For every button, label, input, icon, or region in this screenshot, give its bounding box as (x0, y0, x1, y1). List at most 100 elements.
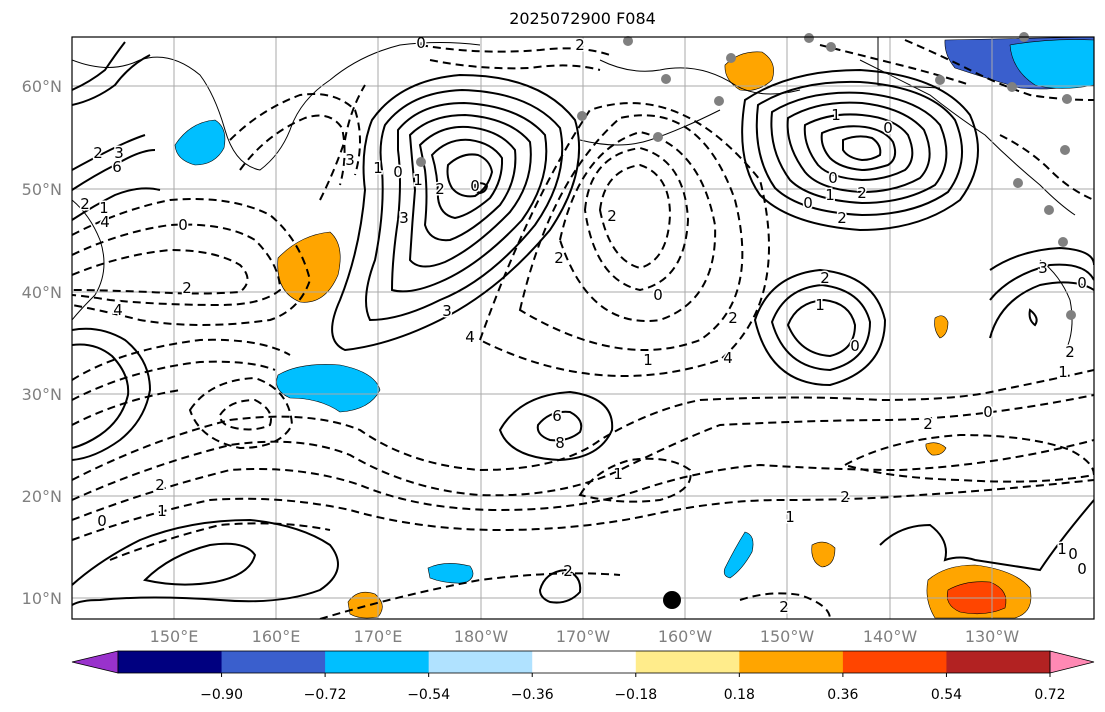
contour-label: 0 (1077, 274, 1087, 292)
colorbar-tick-label: −0.90 (200, 687, 243, 703)
contour-label: 0 (393, 163, 403, 181)
colorbar-extend-high (1049, 650, 1095, 674)
colorbar-tick-label: 0.72 (1034, 687, 1065, 703)
colorbar-tick-label: 0.36 (827, 687, 858, 703)
shading-layer (174, 37, 1094, 619)
colorbar-tick-label: 0.54 (931, 687, 962, 703)
colorbar-bin (118, 651, 223, 673)
lon-label: 170°E (354, 627, 403, 646)
contour-label: 0 (983, 403, 993, 421)
lat-label: 50°N (22, 180, 62, 199)
colorbar-extend-low (71, 650, 119, 674)
contour-label: 0 (1077, 560, 1087, 578)
contour-label: 1 (815, 296, 825, 314)
shade-blue-kamchatka (174, 119, 226, 166)
black-marker (663, 591, 681, 609)
contour-label: 1 (785, 508, 795, 526)
contour-label: 4 (113, 301, 123, 319)
contour-label: 4 (465, 328, 475, 346)
shade-orange-nw (277, 231, 341, 303)
colorbar-bin (221, 651, 326, 673)
lon-label: 160°W (658, 627, 713, 646)
contour-label: 1 (613, 465, 623, 483)
contour-label: 0 (178, 216, 188, 234)
contour-label: 2 (575, 36, 585, 54)
contour-label: 4 (100, 213, 110, 231)
contour-label: 3 (399, 209, 409, 227)
contour-label: 2 (435, 180, 445, 198)
colorbar-bin (946, 651, 1051, 673)
contour-label: 0 (883, 119, 893, 137)
contour-label: 1 (825, 186, 835, 204)
contour-label: 2 (607, 207, 617, 225)
shade-blue-midwest (276, 364, 381, 413)
contour-label: 3 (442, 302, 452, 320)
contour-label: 0 (470, 177, 480, 195)
colorbar-tick-label: −0.18 (614, 687, 657, 703)
contour-label: 3 (1038, 259, 1048, 277)
contour-label: 0 (416, 34, 426, 52)
contour-label: 3 (114, 144, 124, 162)
contour-label: 0 (653, 286, 663, 304)
contour-label: 2 (923, 415, 933, 433)
contour-label: 2 (837, 209, 847, 227)
colorbar-bin (428, 651, 533, 673)
contour-label: 1 (157, 502, 167, 520)
contour-label: 2 (80, 195, 90, 213)
contour-label: 2 (1065, 343, 1075, 361)
contour-label: 1 (831, 106, 841, 124)
shade-blue-south-west (427, 563, 474, 584)
contour-label: 1 (99, 199, 109, 217)
contour-label: 2 (728, 309, 738, 327)
longitude-labels: 150°E 160°E 170°E 180°W 170°W 160°W 150°… (150, 627, 1020, 646)
dashed-contours (72, 39, 1094, 619)
lat-label: 40°N (22, 283, 62, 302)
shade-orange-south-mid (811, 541, 836, 568)
contour-label: 2 (779, 598, 789, 616)
contour-label: 8 (555, 434, 565, 452)
shade-lightblue-alaska (1009, 39, 1094, 89)
contour-label: 0 (850, 337, 860, 355)
contour-label: 6 (112, 158, 122, 176)
colorbar-tick-label: −0.36 (511, 687, 554, 703)
contour-label: 0 (1068, 545, 1078, 563)
contour-label: 1 (1057, 540, 1067, 558)
contour-label: 6 (552, 407, 562, 425)
lat-label: 20°N (22, 487, 62, 506)
lon-label: 170°W (556, 627, 611, 646)
contour-label: 3 (345, 151, 355, 169)
colorbar-bin (325, 651, 430, 673)
solid-contours (72, 41, 1094, 606)
lat-label: 60°N (22, 77, 62, 96)
contour-label: 0 (803, 194, 813, 212)
lon-label: 160°E (252, 627, 301, 646)
contour-label: 1 (373, 159, 383, 177)
lat-label: 10°N (22, 589, 62, 608)
contour-label: 2 (840, 488, 850, 506)
shade-orange-east-tiny (925, 442, 947, 456)
latitude-labels: 60°N 50°N 40°N 30°N 20°N 10°N (22, 77, 62, 608)
map-frame (71, 36, 1095, 620)
contour-label: 0 (97, 512, 107, 530)
contour-label: 2 (857, 184, 867, 202)
contour-label: 4 (723, 349, 733, 367)
contour-label: 1 (413, 171, 423, 189)
contour-label: 2 (554, 249, 564, 267)
lon-label: 180°W (454, 627, 509, 646)
shade-orange-south-west (347, 591, 383, 619)
contour-label: 0 (828, 169, 838, 187)
contour-label: 2 (182, 279, 192, 297)
shade-blue-south-mid (723, 531, 754, 579)
colorbar: −0.90 −0.72 −0.54 −0.36 −0.18 0.18 0.36 0.54 0.7… (71, 650, 1095, 703)
contour-label: 1 (643, 351, 653, 369)
station-markers (416, 32, 1076, 320)
lat-label: 30°N (22, 385, 62, 404)
lon-label: 150°W (760, 627, 815, 646)
contour-label: 1 (1058, 363, 1068, 381)
lon-label: 140°W (863, 627, 918, 646)
colorbar-tick-label: −0.54 (407, 687, 450, 703)
contour-label: 2 (820, 269, 830, 287)
lon-label: 130°W (965, 627, 1020, 646)
